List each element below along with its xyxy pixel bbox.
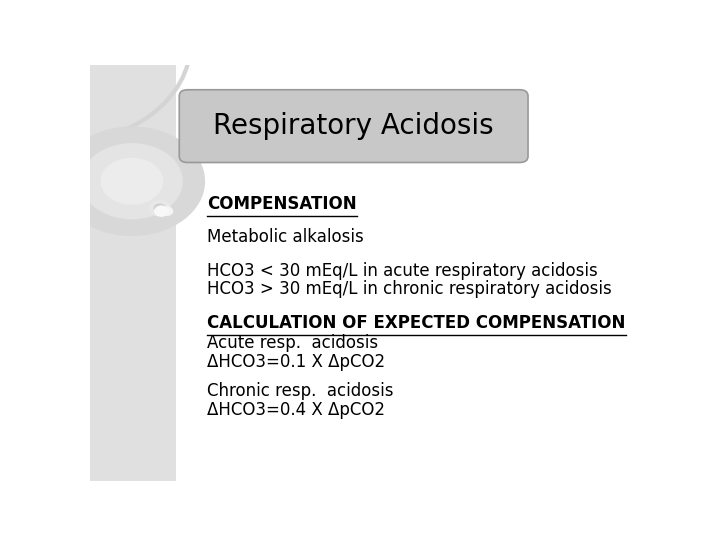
Circle shape — [150, 201, 170, 216]
Text: ΔHCO3=0.1 X ΔpCO2: ΔHCO3=0.1 X ΔpCO2 — [207, 353, 385, 371]
Text: Metabolic alkalosis: Metabolic alkalosis — [207, 228, 364, 246]
Text: ΔHCO3=0.4 X ΔpCO2: ΔHCO3=0.4 X ΔpCO2 — [207, 401, 385, 419]
Circle shape — [154, 204, 166, 212]
Text: Acute resp.  acidosis: Acute resp. acidosis — [207, 334, 378, 353]
Text: COMPENSATION: COMPENSATION — [207, 195, 357, 213]
Bar — [90, 65, 176, 481]
Circle shape — [161, 207, 173, 215]
Text: HCO3 > 30 mEq/L in chronic respiratory acidosis: HCO3 > 30 mEq/L in chronic respiratory a… — [207, 280, 612, 298]
Circle shape — [59, 127, 204, 235]
Circle shape — [81, 144, 182, 219]
FancyBboxPatch shape — [179, 90, 528, 163]
Text: Respiratory Acidosis: Respiratory Acidosis — [213, 112, 494, 140]
Text: Chronic resp.  acidosis: Chronic resp. acidosis — [207, 382, 394, 400]
Text: HCO3 < 30 mEq/L in acute respiratory acidosis: HCO3 < 30 mEq/L in acute respiratory aci… — [207, 261, 598, 280]
Circle shape — [155, 206, 168, 216]
Circle shape — [101, 158, 163, 204]
Text: CALCULATION OF EXPECTED COMPENSATION: CALCULATION OF EXPECTED COMPENSATION — [207, 314, 626, 333]
